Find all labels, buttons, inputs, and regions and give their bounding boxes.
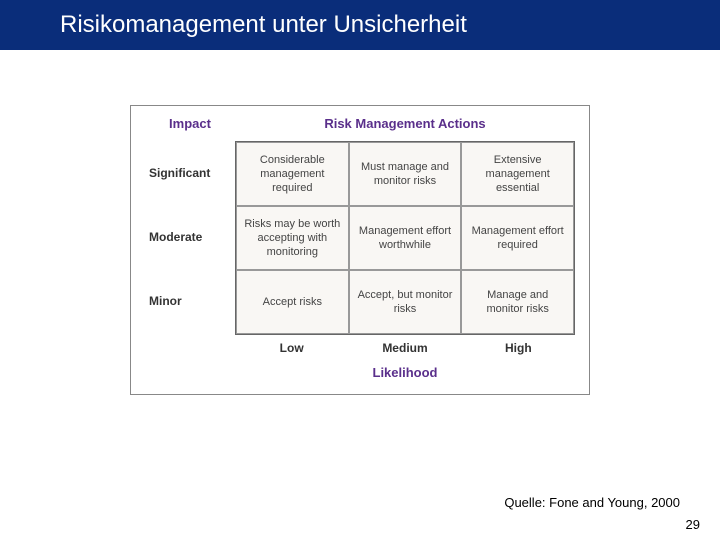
cell-2-0: Accept risks	[236, 270, 349, 334]
slide-title: Risikomanagement unter Unsicherheit	[60, 11, 467, 39]
col-label-low: Low	[235, 341, 348, 355]
row-labels: Significant Moderate Minor	[145, 141, 235, 335]
grid-cells: Considerable management required Must ma…	[235, 141, 575, 335]
cell-2-1: Accept, but monitor risks	[349, 270, 462, 334]
cell-1-2: Management effort required	[461, 206, 574, 270]
row-label-significant: Significant	[145, 141, 235, 205]
row-label-minor: Minor	[145, 269, 235, 333]
matrix-header-row: Impact Risk Management Actions	[145, 116, 575, 135]
page-number: 29	[686, 517, 700, 532]
col-labels: Low Medium High	[235, 341, 575, 355]
matrix-frame: Impact Risk Management Actions Significa…	[130, 105, 590, 395]
source-citation: Quelle: Fone and Young, 2000	[504, 495, 680, 510]
cell-1-1: Management effort worthwhile	[349, 206, 462, 270]
likelihood-axis-label: Likelihood	[235, 365, 575, 380]
risk-matrix: Impact Risk Management Actions Significa…	[130, 105, 590, 395]
cell-0-0: Considerable management required	[236, 142, 349, 206]
cell-0-1: Must manage and monitor risks	[349, 142, 462, 206]
cell-2-2: Manage and monitor risks	[461, 270, 574, 334]
col-label-high: High	[462, 341, 575, 355]
row-label-moderate: Moderate	[145, 205, 235, 269]
impact-axis-label: Impact	[145, 116, 235, 135]
cell-0-2: Extensive management essential	[461, 142, 574, 206]
col-label-medium: Medium	[348, 341, 461, 355]
grid-area: Significant Moderate Minor Considerable …	[145, 141, 575, 335]
actions-header-label: Risk Management Actions	[235, 116, 575, 135]
cell-1-0: Risks may be worth accepting with monito…	[236, 206, 349, 270]
slide-title-bar: Risikomanagement unter Unsicherheit	[0, 0, 720, 50]
